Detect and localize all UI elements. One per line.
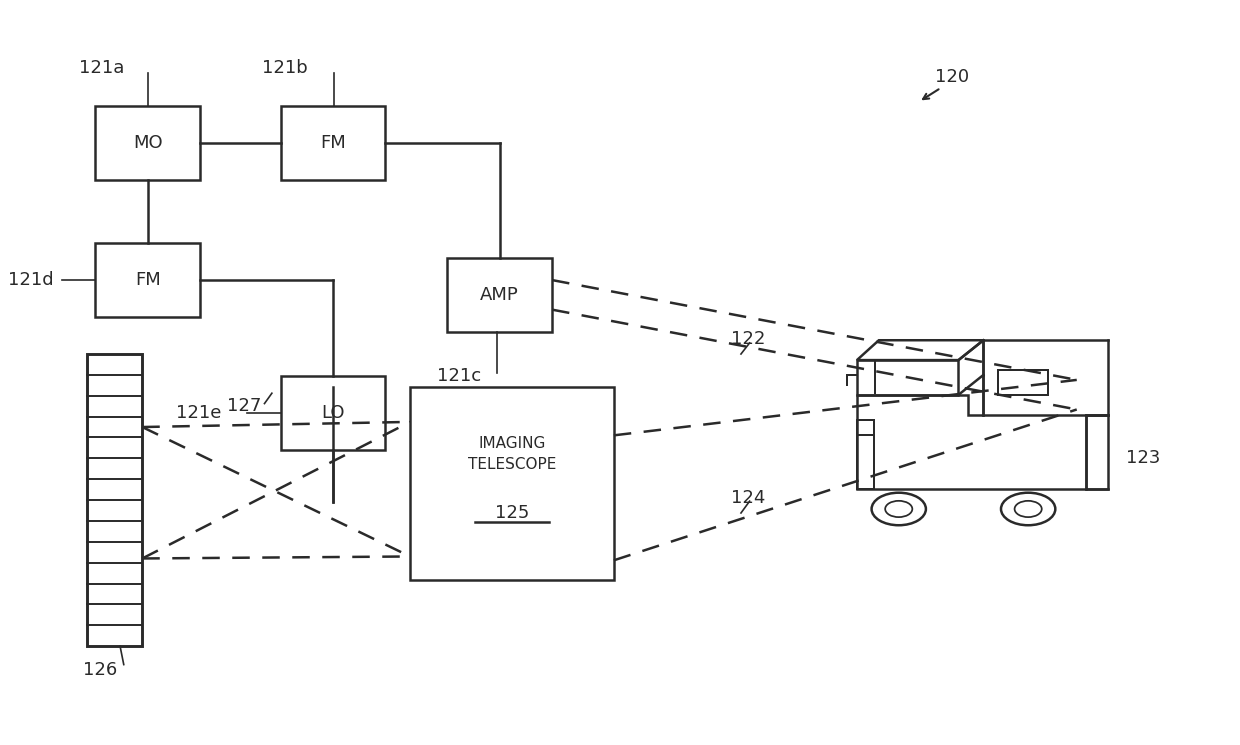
Text: 121b: 121b (262, 59, 308, 77)
Bar (410, 387, 614, 580)
Bar (280, 376, 386, 450)
Bar (95, 243, 201, 317)
Text: AMP: AMP (480, 286, 520, 304)
Text: 124: 124 (732, 489, 765, 507)
Text: FM: FM (320, 134, 346, 152)
Text: FM: FM (135, 271, 161, 289)
Text: 127: 127 (227, 397, 262, 415)
Bar (87, 354, 143, 646)
Bar (95, 107, 201, 180)
Text: 125: 125 (495, 504, 529, 522)
Text: 122: 122 (732, 330, 765, 348)
Text: 121e: 121e (176, 405, 221, 422)
Text: 121a: 121a (79, 59, 125, 77)
Bar (448, 258, 552, 332)
Text: LO: LO (321, 405, 345, 422)
Text: 121d: 121d (7, 271, 53, 289)
Text: MO: MO (133, 134, 162, 152)
Text: 123: 123 (1126, 448, 1161, 466)
Text: IMAGING
TELESCOPE: IMAGING TELESCOPE (467, 436, 557, 472)
Text: 121c: 121c (438, 367, 481, 385)
Text: 120: 120 (935, 68, 968, 86)
Text: 126: 126 (83, 661, 118, 679)
Bar (280, 107, 386, 180)
